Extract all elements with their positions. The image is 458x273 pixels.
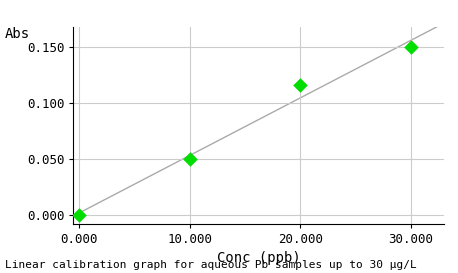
Point <box>297 83 304 88</box>
Text: Linear calibration graph for aqueous Pb samples up to 30 μg/L: Linear calibration graph for aqueous Pb … <box>5 260 416 270</box>
Point <box>75 213 82 217</box>
X-axis label: Conc (ppb): Conc (ppb) <box>217 251 300 265</box>
Point <box>407 45 414 50</box>
Text: Abs: Abs <box>5 27 30 41</box>
Point <box>186 157 193 161</box>
